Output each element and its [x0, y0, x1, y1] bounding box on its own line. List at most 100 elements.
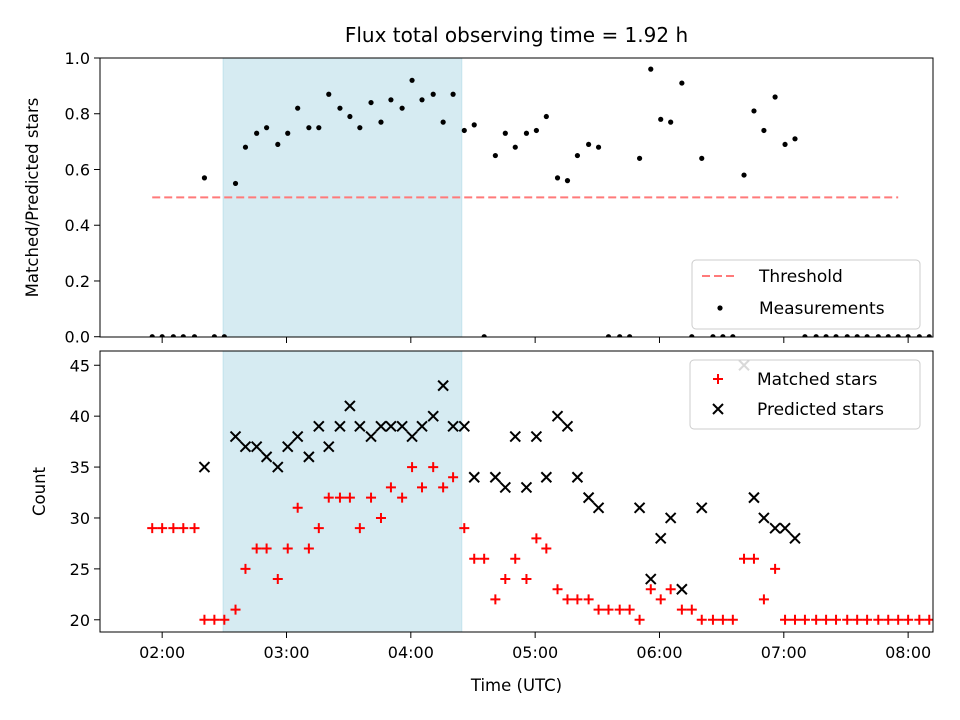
bottom-legend: Matched stars Predicted stars	[689, 359, 921, 430]
matched-point	[219, 614, 230, 625]
matched-point	[572, 594, 583, 605]
measurement-point	[523, 130, 530, 136]
matched-point	[354, 523, 365, 534]
matched-point	[178, 523, 189, 534]
measurement-point	[275, 141, 281, 148]
top-frame	[99, 57, 934, 338]
matched-point	[831, 614, 842, 625]
matched-point	[873, 614, 884, 625]
matched-point	[842, 614, 853, 625]
matched-point	[780, 614, 791, 625]
measurement-point	[679, 80, 685, 86]
predicted-point	[789, 532, 801, 545]
measurement-point	[741, 172, 747, 178]
matched-point	[251, 543, 262, 554]
measurement-point	[648, 66, 654, 72]
predicted-point	[396, 420, 408, 433]
predicted-point	[272, 461, 284, 473]
measurement-point	[864, 334, 870, 337]
measurement-point	[357, 125, 363, 131]
measurement-point	[938, 334, 943, 339]
matched-point	[168, 523, 179, 534]
legend-measurement-swatch	[717, 305, 723, 311]
predicted-point	[282, 440, 294, 453]
y-tick-label: 30	[70, 509, 90, 528]
measurement-point	[564, 178, 571, 184]
predicted-point	[655, 532, 667, 545]
y-axis-label: Matched/Predicted stars	[23, 98, 42, 298]
legend-measurement-label: Measurements	[759, 299, 885, 319]
matched-point	[157, 523, 168, 534]
matched-point	[862, 614, 873, 625]
x-tick-label: 05:00	[512, 643, 558, 662]
matched-point	[883, 614, 894, 625]
measurement-point	[295, 105, 301, 111]
predicted-point	[447, 420, 459, 433]
matched-point	[209, 614, 220, 625]
measurement-point	[512, 144, 518, 150]
predicted-point	[437, 379, 449, 392]
matched-point	[500, 574, 511, 585]
x-tick-label: 07:00	[761, 643, 807, 662]
measurement-point	[409, 77, 415, 83]
measurement-point	[306, 125, 312, 131]
predicted-point	[582, 491, 595, 504]
matched-point	[852, 614, 863, 625]
predicted-point	[758, 512, 770, 524]
matched-point	[914, 614, 925, 625]
matched-point	[313, 523, 324, 534]
measurement-point	[326, 91, 332, 97]
measurement-point	[450, 91, 456, 97]
predicted-point	[551, 410, 564, 422]
matched-point	[552, 584, 563, 595]
matched-point	[417, 482, 428, 493]
measurement-point	[201, 175, 208, 181]
measurement-point	[264, 125, 270, 131]
matched-point	[799, 614, 810, 625]
matched-point	[459, 523, 470, 534]
legend-box	[689, 359, 921, 430]
measurement-point	[481, 334, 487, 337]
x-axis-label: Time (UTC)	[470, 676, 562, 695]
matched-point	[323, 492, 334, 503]
legend-box	[691, 259, 921, 330]
y-tick-label: 25	[70, 560, 90, 579]
bottom-panel: 20 25 30 35 40 45 Count 02:00 03:00 04:00 05:00 06:…	[30, 350, 934, 662]
predicted-point	[499, 481, 512, 494]
matched-point	[272, 574, 283, 585]
matched-point	[562, 594, 573, 605]
measurement-point	[285, 130, 291, 136]
measurement-point	[221, 334, 227, 337]
matched-point	[893, 614, 904, 625]
measurement-point	[191, 334, 198, 337]
matched-point	[665, 584, 676, 595]
predicted-point	[313, 420, 325, 433]
matched-point	[707, 614, 718, 625]
predicted-point	[198, 461, 211, 473]
predicted-point	[365, 430, 377, 443]
measurement-point	[440, 119, 446, 125]
predicted-point	[676, 583, 688, 595]
measurement-point	[730, 334, 736, 337]
predicted-point	[468, 471, 480, 483]
predicted-point	[779, 522, 791, 534]
measurement-point	[916, 334, 922, 337]
measurement-point	[368, 99, 374, 106]
matched-point	[303, 543, 314, 554]
predicted-point	[645, 573, 657, 585]
measurement-point	[399, 105, 405, 111]
y-tick-label: 0.6	[65, 160, 90, 179]
y-tick-label: 0.8	[65, 105, 90, 124]
matched-point	[189, 523, 200, 534]
measurement-point	[554, 175, 561, 181]
measurement-point	[471, 122, 477, 128]
measurement-point	[232, 180, 239, 187]
measurement-point	[844, 334, 850, 337]
legend-predicted-label: Predicted stars	[757, 400, 884, 420]
predicted-point	[540, 471, 553, 483]
matched-point	[469, 553, 480, 564]
measurement-point	[823, 334, 829, 337]
measurement-point	[574, 152, 581, 159]
measurement-point	[180, 334, 186, 337]
plot-area	[149, 66, 943, 339]
